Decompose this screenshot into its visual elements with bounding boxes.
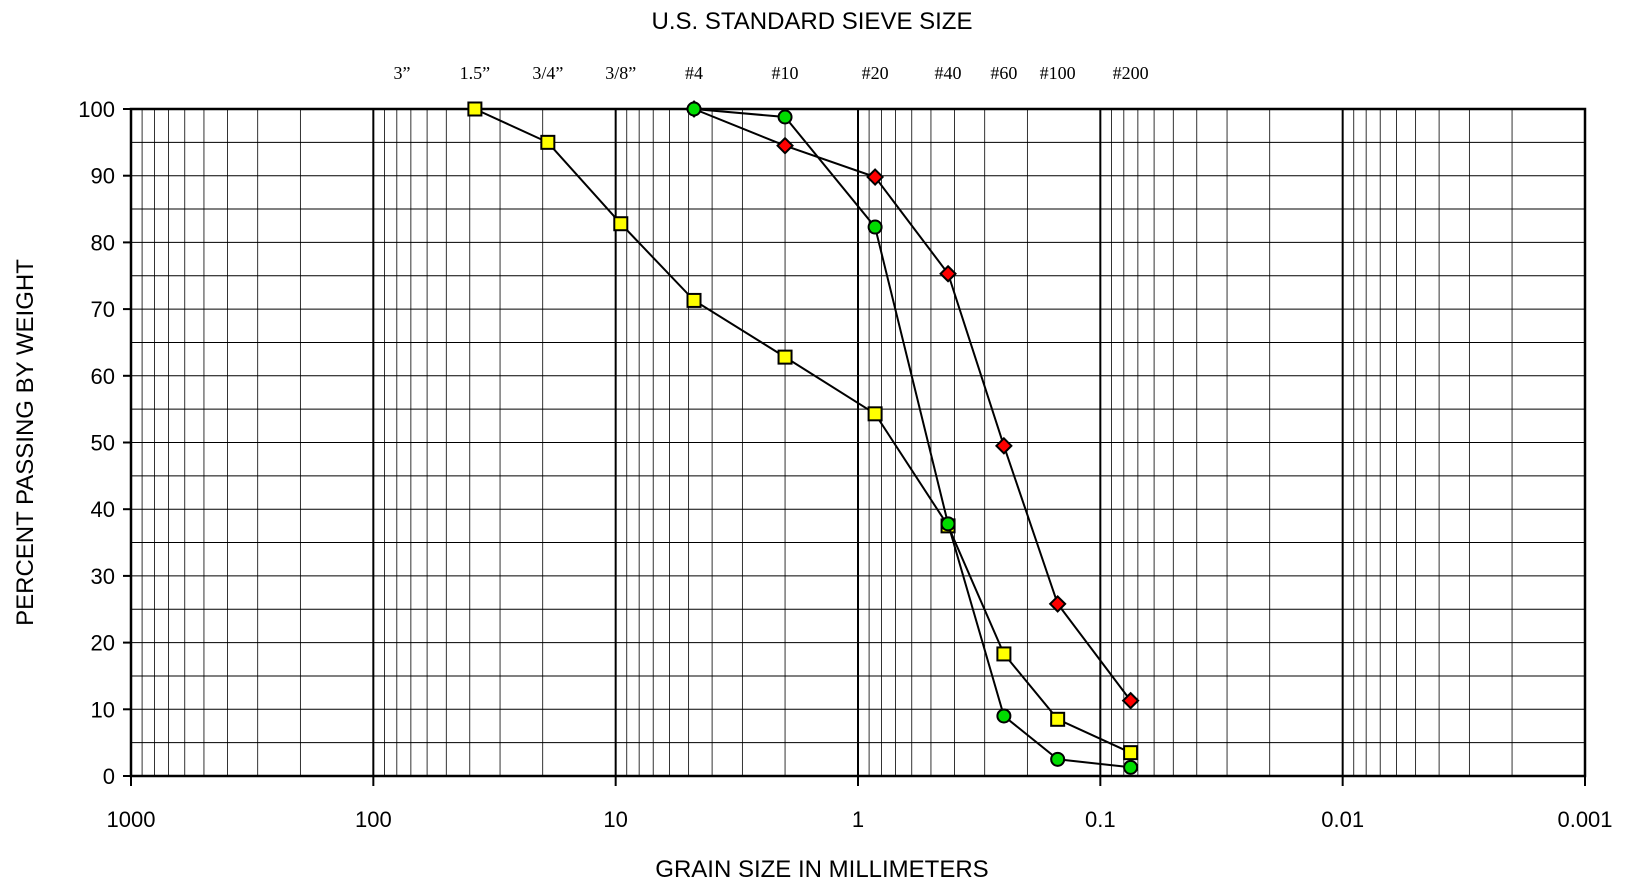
sieve-label: #10 — [772, 63, 799, 83]
data-point-square — [686, 292, 702, 308]
sieve-label: 3” — [393, 63, 410, 83]
series-layer — [467, 100, 1140, 775]
y-tick-label: 70 — [91, 297, 115, 322]
data-point-circle — [940, 516, 956, 532]
sieve-label: #20 — [862, 63, 889, 83]
x-axis-ticks: 1000 100 10 1 0.1 0.01 0.001 — [107, 776, 1613, 832]
data-point-square — [540, 134, 556, 150]
y-tick-label: 90 — [91, 164, 115, 189]
y-tick-label: 30 — [91, 564, 115, 589]
x-tick-label: 0.001 — [1557, 807, 1612, 832]
x-tick-label: 100 — [355, 807, 392, 832]
data-point-circle — [1050, 751, 1066, 767]
data-point-circle — [996, 708, 1012, 724]
data-point-square — [996, 646, 1012, 662]
y-tick-label: 0 — [103, 764, 115, 789]
data-point-square — [613, 216, 629, 232]
data-point-square — [1123, 745, 1139, 761]
sieve-label: #200 — [1113, 63, 1149, 83]
sieve-label: #60 — [990, 63, 1017, 83]
x-tick-label: 1 — [852, 807, 864, 832]
series-line-circle — [693, 108, 1131, 769]
series-square — [467, 101, 1139, 761]
y-axis-ticks: 0 10 20 30 40 50 60 70 80 90 100 — [78, 97, 131, 789]
chart-title: U.S. STANDARD SIEVE SIZE — [652, 8, 973, 35]
data-point-diamond — [939, 264, 957, 283]
y-tick-label: 100 — [78, 97, 115, 122]
data-point-diamond — [1048, 594, 1067, 613]
y-tick-label: 50 — [91, 431, 115, 456]
data-point-diamond — [866, 168, 885, 186]
y-tick-label: 60 — [91, 364, 115, 389]
y-axis-title: PERCENT PASSING BY WEIGHT — [12, 259, 39, 626]
sieve-label: 3/4” — [532, 63, 563, 83]
series-diamond — [685, 100, 1140, 710]
data-point-square — [777, 349, 793, 365]
data-point-circle — [1123, 759, 1139, 775]
sieve-label: #100 — [1040, 63, 1076, 83]
y-tick-label: 10 — [91, 697, 115, 722]
series-circle — [686, 101, 1139, 775]
series-line-square — [474, 108, 1132, 754]
data-point-circle — [777, 109, 793, 125]
data-point-square — [467, 101, 483, 117]
y-tick-label: 20 — [91, 631, 115, 656]
y-tick-label: 80 — [91, 230, 115, 255]
sieve-label: #4 — [685, 63, 703, 83]
x-tick-label: 0.01 — [1321, 807, 1364, 832]
data-point-diamond — [776, 136, 794, 155]
x-tick-label: 10 — [603, 807, 627, 832]
data-point-diamond — [1121, 691, 1140, 710]
data-point-circle — [686, 101, 702, 117]
sieve-label: #40 — [935, 63, 962, 83]
data-point-circle — [867, 219, 883, 235]
sieve-label: 1.5” — [460, 63, 491, 83]
x-axis-title: GRAIN SIZE IN MILLIMETERS — [655, 856, 988, 883]
data-point-square — [867, 406, 883, 422]
data-point-square — [1050, 711, 1066, 727]
plot-grid — [130, 108, 1586, 777]
series-line-diamond — [693, 108, 1132, 702]
sieve-label: 3/8” — [605, 63, 636, 83]
y-tick-label: 40 — [91, 497, 115, 522]
x-tick-label: 1000 — [107, 807, 156, 832]
data-point-diamond — [994, 436, 1013, 455]
x-tick-label: 0.1 — [1085, 807, 1116, 832]
sieve-size-labels: 3” 1.5” 3/4” 3/8” #4 #10 #20 #40 #60 #100 #200 — [393, 63, 1148, 83]
